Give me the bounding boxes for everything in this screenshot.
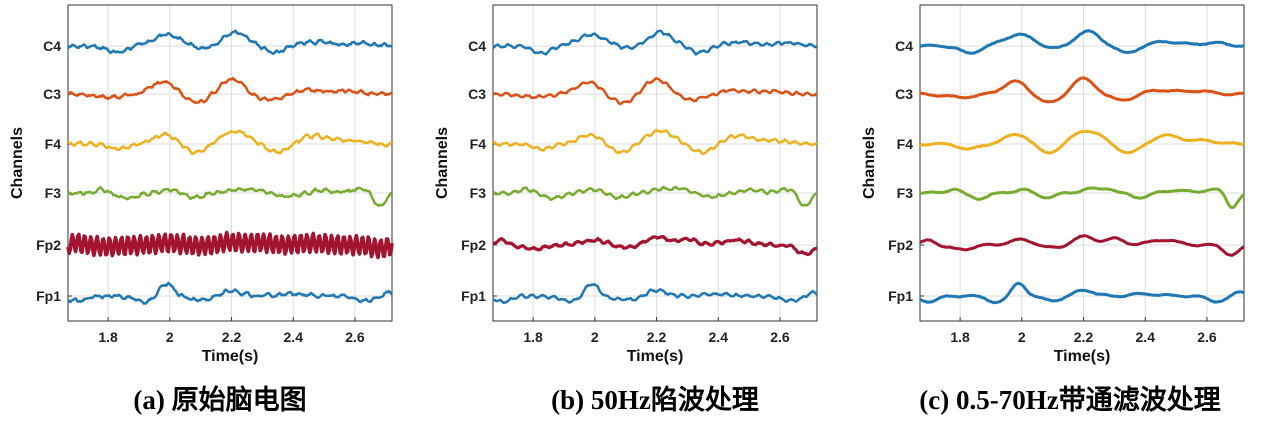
channel-label-f3: F3 <box>897 185 914 201</box>
x-tick-label: 2.4 <box>709 329 729 345</box>
trace-f4 <box>919 129 1245 155</box>
trace-c4 <box>492 29 818 56</box>
channel-label-fp1: Fp1 <box>36 288 61 304</box>
channel-label-c4: C4 <box>895 38 913 54</box>
trace-fp2 <box>66 230 394 260</box>
trace-f3 <box>67 185 393 207</box>
x-axis-label: Time(s) <box>202 348 259 365</box>
y-axis-label: Channels <box>9 127 26 199</box>
channel-label-f3: F3 <box>470 185 487 201</box>
trace-c4 <box>919 29 1245 55</box>
channel-label-fp1: Fp1 <box>888 288 913 304</box>
y-axis-label: Channels <box>434 127 451 199</box>
channel-label-fp2: Fp2 <box>461 237 486 253</box>
plot-area <box>920 5 1244 321</box>
panel-a: 1.8 2 2.2 2.4 2.6 C4 C3 F4 F3 Fp2 Fp1 Time(s) Channe… <box>9 4 394 365</box>
x-tick-label: 2.2 <box>1074 329 1094 345</box>
trace-fp1 <box>67 281 393 305</box>
trace-f3 <box>919 186 1245 209</box>
trace-f4 <box>67 129 393 156</box>
caption-c: (c) 0.5-70Hz带通滤波处理 <box>919 385 1221 415</box>
trace-c4 <box>67 29 393 56</box>
x-tick-label: 2 <box>1018 329 1026 345</box>
channel-label-c4: C4 <box>43 38 61 54</box>
trace-f3 <box>492 185 818 207</box>
trace-fp1 <box>919 281 1245 305</box>
channel-label-f4: F4 <box>470 136 487 152</box>
x-tick-label: 1.8 <box>950 329 970 345</box>
x-tick-label: 2.2 <box>222 329 242 345</box>
channel-label-c3: C3 <box>468 86 486 102</box>
trace-fp2 <box>492 235 818 257</box>
x-tick-label: 1.8 <box>98 329 118 345</box>
plot-area <box>68 5 392 321</box>
x-tick-label: 2 <box>166 329 174 345</box>
trace-c3 <box>492 76 818 106</box>
trace-fp1 <box>492 283 818 304</box>
x-axis-label: Time(s) <box>627 348 684 365</box>
x-tick-label: 1.8 <box>523 329 543 345</box>
channel-label-fp1: Fp1 <box>461 288 486 304</box>
x-tick-label: 2.6 <box>770 329 790 345</box>
x-tick-label: 2.4 <box>284 329 304 345</box>
x-tick-label: 2 <box>591 329 599 345</box>
plot-area <box>493 5 817 321</box>
x-axis-label: Time(s) <box>1054 348 1111 365</box>
x-tick-label: 2.6 <box>345 329 365 345</box>
channel-label-c3: C3 <box>43 86 61 102</box>
channel-label-f4: F4 <box>45 136 62 152</box>
channel-label-c4: C4 <box>468 38 486 54</box>
channel-label-c3: C3 <box>895 86 913 102</box>
axis-box <box>492 4 818 322</box>
trace-c3 <box>919 76 1245 104</box>
trace-c3 <box>67 76 393 105</box>
y-axis-label: Channels <box>861 127 878 199</box>
panel-b: 1.8 2 2.2 2.4 2.6 C4 C3 F4 F3 Fp2 Fp1 Time(s) Channe… <box>434 4 818 365</box>
channel-label-f3: F3 <box>45 185 62 201</box>
x-tick-label: 2.2 <box>647 329 667 345</box>
panel-c: 1.8 2 2.2 2.4 2.6 C4 C3 F4 F3 Fp2 Fp1 Time(s) Channe… <box>861 4 1245 365</box>
x-tick-label: 2.4 <box>1136 329 1156 345</box>
axis-box <box>67 4 393 322</box>
trace-fp2 <box>919 234 1245 257</box>
trace-f4 <box>492 128 818 156</box>
eeg-figure: 1.8 2 2.2 2.4 2.6 C4 C3 F4 F3 Fp2 Fp1 Time(s) Channe… <box>9 4 1245 365</box>
axis-box <box>919 4 1245 322</box>
x-tick-label: 2.6 <box>1197 329 1217 345</box>
caption-a: (a) 原始脑电图 <box>133 385 307 415</box>
caption-b: (b) 50Hz陷波处理 <box>551 385 759 415</box>
channel-label-f4: F4 <box>897 136 914 152</box>
channel-label-fp2: Fp2 <box>888 237 913 253</box>
channel-label-fp2: Fp2 <box>36 237 61 253</box>
